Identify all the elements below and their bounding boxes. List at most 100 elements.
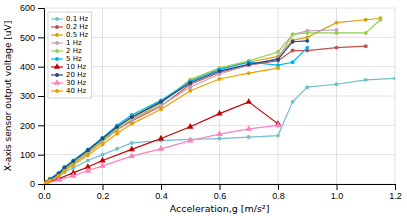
series xyxy=(44,18,382,184)
data-point xyxy=(159,107,163,111)
data-point xyxy=(86,148,90,152)
y-axis-tick-label: 100 xyxy=(20,150,35,160)
x-axis-tick-label: 1.0 xyxy=(331,191,344,201)
data-point xyxy=(130,122,134,126)
series xyxy=(44,66,280,184)
data-point xyxy=(218,69,222,73)
data-point xyxy=(291,60,295,64)
series xyxy=(44,46,309,184)
data-point xyxy=(216,110,222,116)
y-axis: 0100200300400500600 xyxy=(20,3,45,189)
data-point xyxy=(364,18,368,22)
series-line xyxy=(44,102,278,184)
data-point xyxy=(48,178,52,182)
legend-swatch-marker xyxy=(54,63,60,69)
data-point xyxy=(275,122,281,128)
x-axis-tick-mark xyxy=(337,184,338,190)
data-point xyxy=(393,76,395,80)
data-point xyxy=(247,63,251,67)
data-point xyxy=(57,174,61,178)
y-axis-tick-label: 500 xyxy=(20,33,35,43)
data-point xyxy=(115,147,119,151)
x-axis-tick: 0.4 xyxy=(155,184,168,201)
y-axis-tick: 200 xyxy=(20,121,44,131)
data-point xyxy=(247,71,251,75)
data-point xyxy=(115,126,119,130)
data-point xyxy=(99,157,105,163)
data-point xyxy=(71,159,75,163)
series xyxy=(44,44,368,184)
data-point xyxy=(218,137,222,141)
data-point xyxy=(101,153,105,157)
legend: 0.1 Hz0.2 Hz0.5 Hz1 Hz2 Hz5 Hz10 Hz20 Hz… xyxy=(48,12,91,98)
series-line xyxy=(44,125,278,184)
series-line xyxy=(44,48,307,184)
marks xyxy=(44,16,395,184)
data-point xyxy=(247,62,251,66)
x-axis-tick: 0.8 xyxy=(272,184,285,201)
data-point xyxy=(159,100,163,104)
data-point xyxy=(115,125,119,129)
y-axis-tick-mark xyxy=(38,125,44,126)
legend-swatch-marker xyxy=(55,25,59,29)
data-point xyxy=(158,145,164,151)
data-point xyxy=(48,179,52,183)
x-axis-tick-label: 0.6 xyxy=(214,191,227,201)
grid-line-y xyxy=(44,125,395,126)
y-axis-tick: 100 xyxy=(20,150,44,160)
data-point xyxy=(291,32,295,36)
series-line xyxy=(44,20,380,184)
legend-box xyxy=(48,12,91,98)
legend-swatch-marker xyxy=(55,89,59,93)
data-point xyxy=(246,98,252,104)
y-axis-tick: 0 xyxy=(30,179,44,189)
x-axis-tick-label: 0.0 xyxy=(38,191,51,201)
legend-swatch-marker xyxy=(55,73,59,77)
legend-item: 30 Hz xyxy=(51,79,86,87)
series xyxy=(44,76,395,184)
data-point xyxy=(246,125,252,131)
data-point xyxy=(335,21,339,25)
y-axis-tick-mark xyxy=(38,8,44,9)
data-point xyxy=(335,82,339,86)
x-axis-tick-label: 0.8 xyxy=(272,191,285,201)
chart: 0.00.20.40.60.81.01.20100200300400500600… xyxy=(0,0,407,216)
data-point xyxy=(305,46,309,50)
data-point xyxy=(86,149,90,153)
y-axis-tick-label: 400 xyxy=(20,62,35,72)
data-point xyxy=(276,57,280,61)
data-point xyxy=(129,146,135,152)
data-point xyxy=(291,100,295,104)
y-axis-tick-mark xyxy=(38,155,44,156)
grid-line-y xyxy=(44,154,395,155)
x-axis-tick-mark xyxy=(103,184,104,190)
series xyxy=(44,122,281,184)
data-point xyxy=(276,66,280,70)
x-axis-tick-label: 0.4 xyxy=(155,191,168,201)
legend-label: 5 Hz xyxy=(66,55,82,63)
y-axis-tick-label: 600 xyxy=(20,3,35,13)
data-point xyxy=(86,153,90,157)
data-point xyxy=(305,85,309,89)
data-point xyxy=(335,46,339,50)
y-axis-tick: 500 xyxy=(20,33,44,43)
data-point xyxy=(159,100,163,104)
legend-label: 30 Hz xyxy=(66,79,86,87)
data-point xyxy=(247,135,251,139)
x-axis-tick: 0.6 xyxy=(214,184,227,201)
legend-label: 40 Hz xyxy=(66,87,86,95)
data-point xyxy=(364,78,368,82)
legend-swatch-marker xyxy=(55,41,59,45)
data-point xyxy=(130,115,134,119)
data-point xyxy=(101,137,105,141)
data-point xyxy=(291,40,295,44)
x-axis: 0.00.20.40.60.81.01.2 xyxy=(38,184,402,201)
x-axis-tick: 0.0 xyxy=(38,184,51,201)
y-axis-tick-mark xyxy=(38,96,44,97)
x-axis-tick-mark xyxy=(278,184,279,190)
series xyxy=(44,16,382,184)
data-point xyxy=(158,135,164,141)
series xyxy=(44,98,281,184)
data-point xyxy=(63,169,67,173)
y-axis-tick-label: 0 xyxy=(30,179,35,189)
